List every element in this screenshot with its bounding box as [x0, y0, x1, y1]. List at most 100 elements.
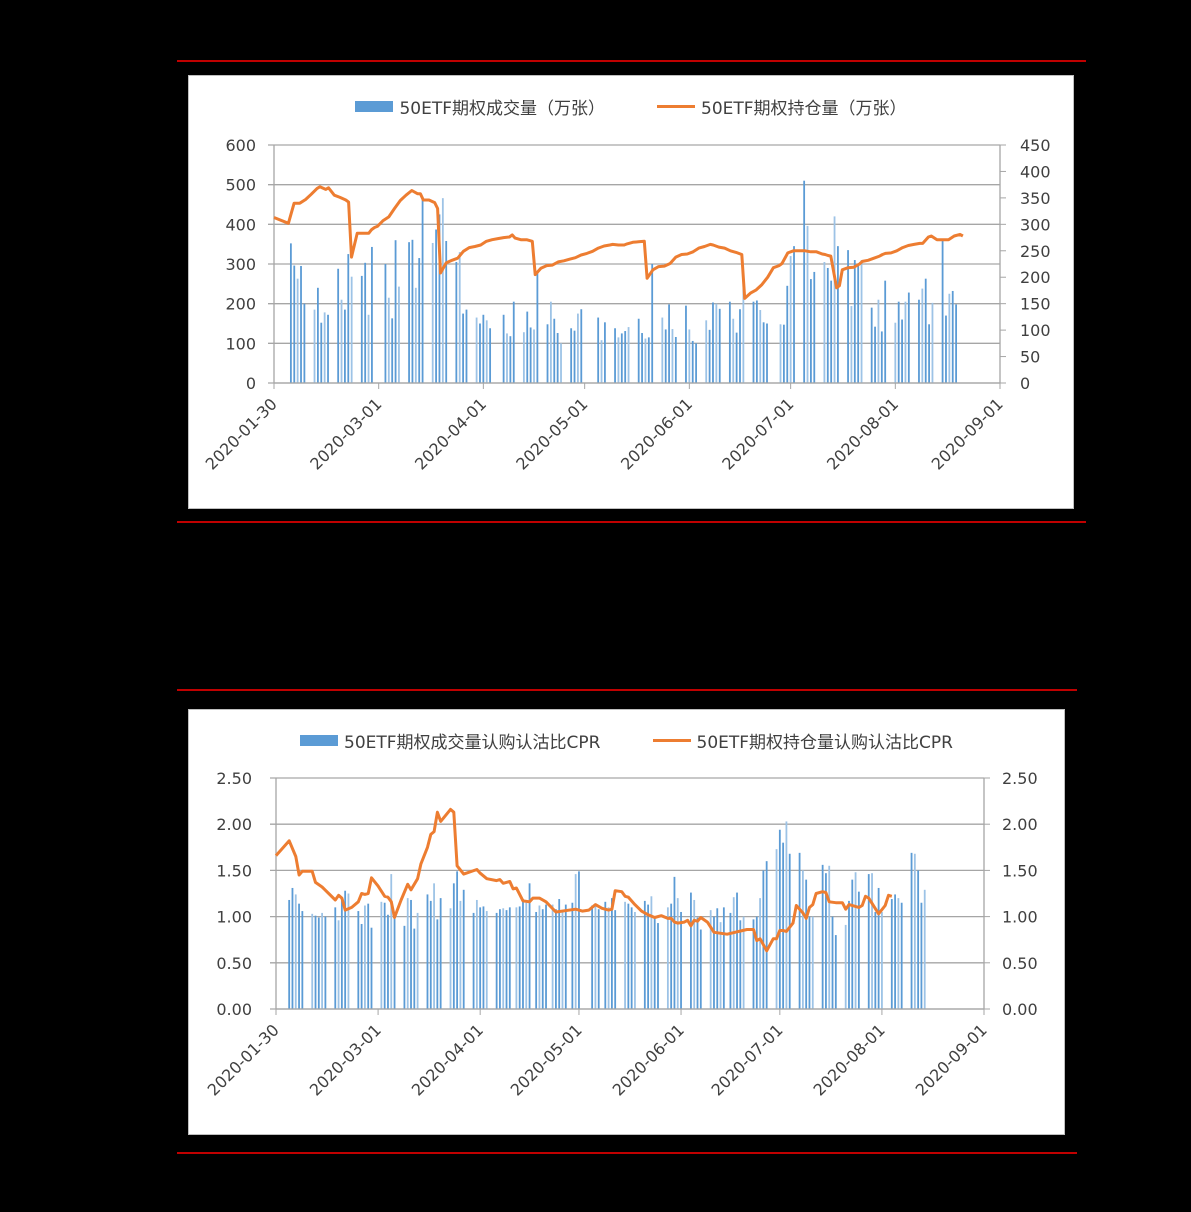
volume-bar	[614, 910, 617, 1009]
y-right-tick-label: 1.50	[1002, 861, 1038, 880]
volume-bar	[680, 911, 682, 1009]
volume-bar	[475, 317, 478, 383]
volume-bar	[696, 917, 699, 1009]
volume-bar	[360, 923, 363, 1009]
x-tick-label: 2020-08-01	[810, 1020, 889, 1099]
volume-bar	[536, 271, 539, 383]
volume-bar	[857, 891, 860, 1009]
volume-bar	[533, 329, 535, 383]
volume-bar	[624, 901, 626, 1009]
volume-bar	[472, 912, 475, 1009]
y-right-tick-label: 2.50	[1002, 769, 1038, 788]
volume-bar	[560, 343, 562, 383]
volume-bar	[431, 242, 434, 383]
volume-bar	[390, 874, 393, 1009]
volume-bar	[719, 922, 722, 1009]
volume-bar	[509, 336, 512, 383]
volume-bar	[455, 262, 458, 383]
volume-bar	[289, 243, 292, 383]
y-right-tick-label: 450	[1020, 136, 1051, 155]
volume-bar	[826, 267, 829, 383]
volume-bar	[695, 343, 697, 383]
volume-bar	[459, 900, 462, 1009]
volume-bar	[647, 337, 650, 383]
volume-bar	[438, 214, 441, 383]
y-left-tick-label: 2.50	[216, 769, 252, 788]
volume-bar	[525, 902, 528, 1009]
volume-bar	[360, 275, 363, 383]
volume-bar	[320, 322, 323, 383]
volume-bar	[718, 308, 721, 383]
volume-bar	[549, 301, 552, 383]
volume-bar	[398, 286, 400, 383]
legend-label-volume-cpr: 50ETF期权成交量认购认沽比CPR	[344, 733, 601, 753]
volume-bar	[870, 307, 873, 383]
y-right-tick-label: 250	[1020, 242, 1051, 261]
volume-bar	[556, 333, 559, 383]
volume-bar	[788, 853, 791, 1009]
volume-bar	[604, 322, 606, 383]
volume-bar	[884, 280, 887, 383]
volume-bar	[803, 180, 806, 383]
volume-bar	[901, 319, 903, 383]
volume-bar	[716, 908, 719, 1009]
volume-bar	[462, 313, 464, 383]
volume-bar	[347, 893, 350, 1009]
volume-bar	[334, 907, 337, 1009]
volume-bar	[439, 898, 442, 1009]
y-right-tick-label: 0.50	[1002, 954, 1038, 973]
volume-bar	[482, 314, 485, 383]
volume-bar	[300, 265, 302, 383]
volume-bar	[441, 198, 444, 383]
volume-bar	[380, 901, 383, 1009]
volume-bar	[458, 252, 461, 383]
volume-bar	[798, 852, 801, 1009]
volume-bar	[429, 900, 432, 1009]
volume-bar	[685, 305, 687, 383]
volume-bar	[779, 324, 782, 383]
volume-bar	[413, 928, 416, 1009]
volume-bar	[910, 852, 913, 1009]
bar-swatch-icon	[300, 735, 339, 746]
volume-bar	[485, 911, 488, 1009]
volume-bar	[327, 314, 329, 383]
legend-item-volume-cpr: 50ETF期权成交量认购认沽比CPR	[300, 728, 601, 753]
volume-bar	[555, 909, 557, 1009]
volume-bar	[810, 279, 812, 383]
x-tick-label: 2020-04-01	[411, 394, 490, 473]
volume-bar	[732, 897, 735, 1009]
y-right-tick-label: 150	[1020, 295, 1051, 314]
y-left-tick-label: 100	[225, 334, 256, 353]
x-tick-label: 2020-06-01	[609, 1020, 688, 1099]
volume-bar	[387, 914, 389, 1009]
volume-bar	[538, 905, 541, 1009]
volume-bar	[732, 318, 735, 383]
volume-bar	[691, 340, 694, 383]
volume-bar	[522, 899, 524, 1009]
volume-bar	[512, 301, 515, 383]
volume-bar	[920, 902, 923, 1009]
volume-bar	[742, 285, 745, 383]
volume-bar	[668, 304, 670, 383]
volume-bar	[904, 301, 907, 383]
x-tick-label: 2020-07-01	[718, 394, 797, 473]
volume-bar	[813, 271, 816, 383]
volume-bar	[823, 262, 826, 383]
volume-bar	[433, 883, 435, 1009]
x-tick-label: 2020-01-30	[202, 394, 281, 473]
volume-bar	[847, 250, 849, 383]
volume-bar	[913, 853, 916, 1009]
volume-bar	[597, 909, 600, 1009]
y-right-tick-label: 300	[1020, 215, 1051, 234]
y-right-tick-label: 200	[1020, 268, 1051, 287]
volume-bar	[709, 910, 712, 1009]
volume-bar	[571, 902, 574, 1009]
volume-bar	[604, 901, 607, 1009]
volume-bar	[367, 314, 370, 383]
volume-bar	[651, 264, 654, 383]
y-right-tick-label: 0.00	[1002, 1000, 1038, 1019]
volume-bar	[294, 894, 297, 1009]
volume-bar	[394, 240, 397, 383]
x-tick-label: 2020-06-01	[617, 394, 696, 473]
y-right-tick-label: 400	[1020, 162, 1051, 181]
